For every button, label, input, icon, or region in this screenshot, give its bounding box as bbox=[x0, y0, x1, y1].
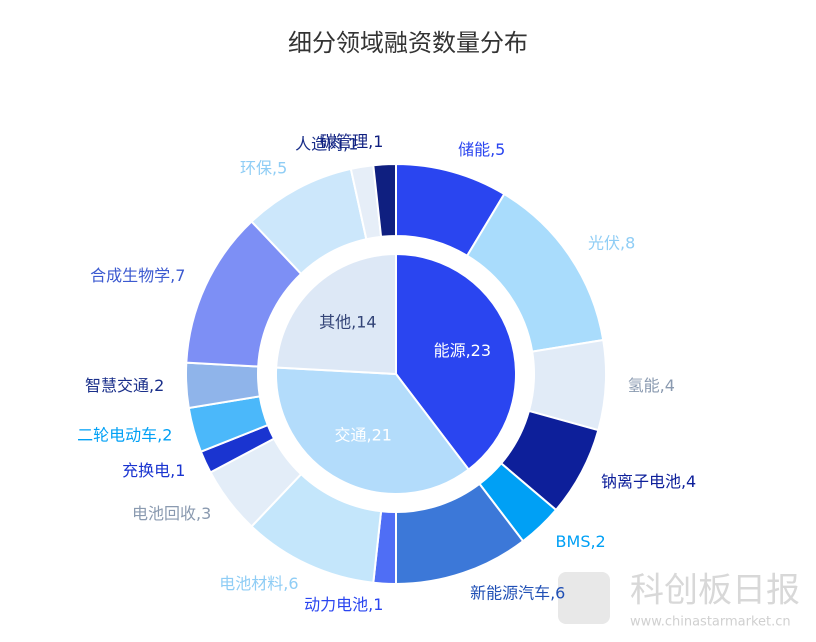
outer-label: 碳管理,1 bbox=[320, 132, 383, 151]
outer-label: 新能源汽车,6 bbox=[470, 583, 565, 602]
watermark-name: 科创板日报 bbox=[630, 571, 800, 611]
outer-label: 智慧交通,2 bbox=[85, 376, 164, 395]
outer-label: 电池材料,6 bbox=[219, 574, 298, 593]
outer-label: 二轮电动车,2 bbox=[77, 426, 172, 445]
outer-label: 人造肉,1 bbox=[295, 135, 358, 154]
outer-label: 充换电,1 bbox=[122, 461, 185, 480]
outer-label: 氢能,4 bbox=[628, 376, 675, 395]
inner-segment bbox=[275, 366, 471, 495]
inner-label: 能源,23 bbox=[434, 341, 491, 360]
inner-segment bbox=[275, 252, 397, 376]
outer-label: 电池回收,3 bbox=[132, 504, 211, 523]
outer-segment bbox=[372, 162, 397, 238]
outer-label: 合成生物学,7 bbox=[90, 266, 185, 285]
outer-label: 动力电池,1 bbox=[304, 595, 383, 614]
outer-label: 环保,5 bbox=[240, 159, 287, 178]
chart-title: 细分领域融资数量分布 bbox=[288, 29, 528, 57]
inner-label: 交通,21 bbox=[334, 425, 391, 444]
watermark-url: www.chinastarmarket.cn bbox=[630, 615, 791, 630]
outer-label: 储能,5 bbox=[458, 140, 505, 159]
outer-label: 光伏,8 bbox=[588, 233, 635, 252]
watermark-logo bbox=[558, 572, 610, 624]
outer-label: 钠离子电池,4 bbox=[601, 472, 696, 491]
inner-segment bbox=[395, 252, 517, 471]
outer-label: BMS,2 bbox=[556, 532, 606, 551]
inner-label: 其他,14 bbox=[319, 313, 376, 332]
